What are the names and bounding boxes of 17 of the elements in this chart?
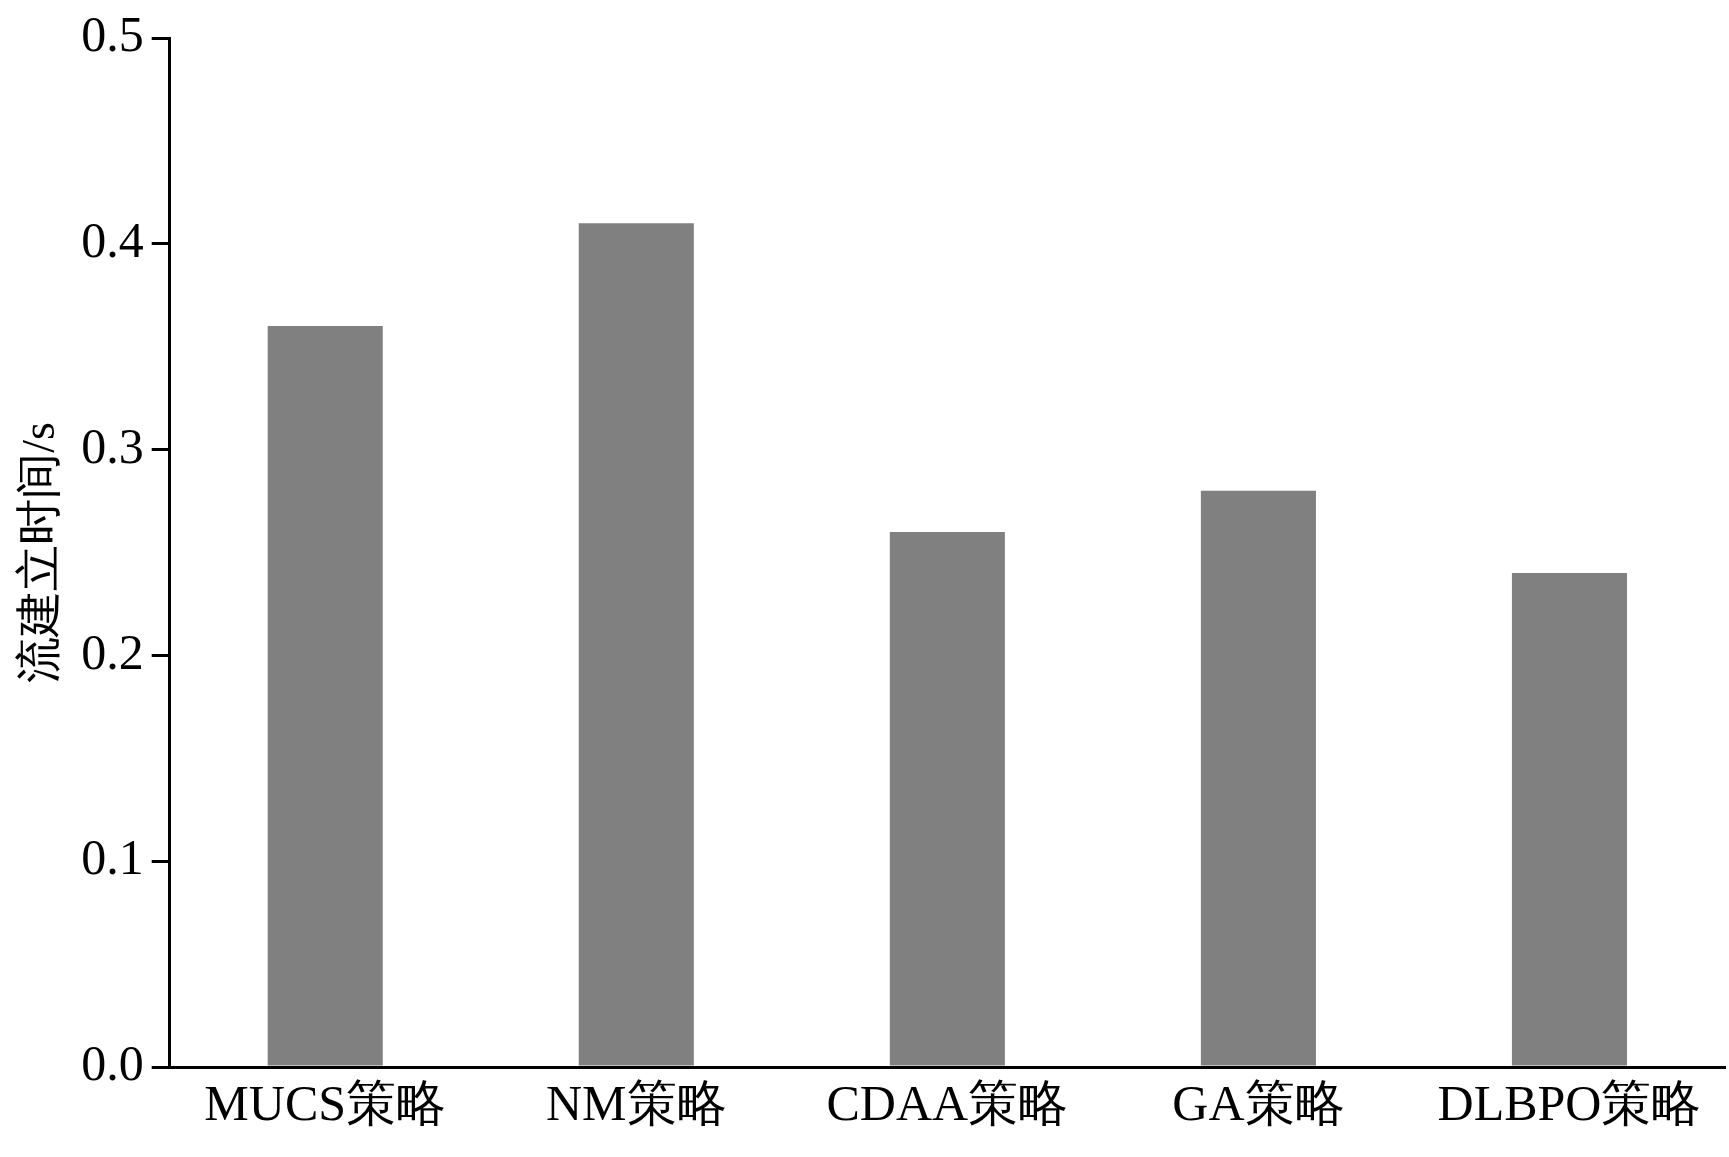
bar [578, 223, 694, 1066]
bar [889, 531, 1005, 1066]
y-axis-title: 流建立时间/s [12, 422, 64, 683]
bar [1511, 573, 1628, 1066]
x-tick-label: CDAA策略 [826, 1075, 1069, 1132]
x-tick-label: NM策略 [546, 1075, 727, 1132]
bar [1200, 490, 1316, 1066]
y-tick-label: 0.1 [81, 829, 144, 886]
x-tick-label: MUCS策略 [204, 1075, 447, 1132]
x-tick-label: GA策略 [1172, 1075, 1345, 1132]
x-tick-label: DLBPO策略 [1437, 1075, 1702, 1132]
y-tick-label: 0.4 [81, 211, 144, 268]
y-tick-label: 0.5 [81, 6, 144, 63]
y-tick-label: 0.2 [81, 623, 144, 680]
y-tick-label: 0.3 [81, 417, 144, 474]
bar [267, 326, 383, 1066]
y-tick-label: 0.0 [81, 1035, 144, 1092]
